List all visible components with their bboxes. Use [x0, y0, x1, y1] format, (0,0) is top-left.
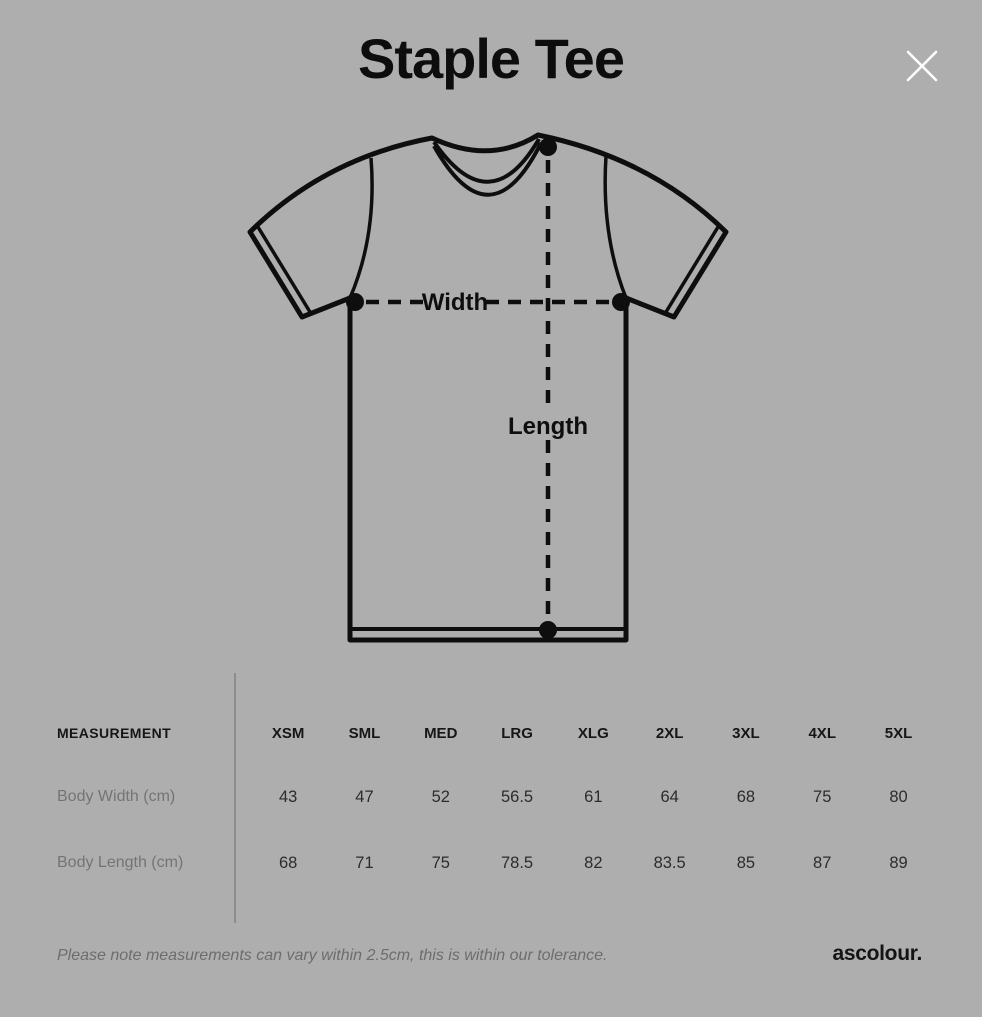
table-divider	[234, 673, 236, 923]
row-label-body-length: Body Length (cm)	[57, 854, 184, 871]
collar-dot	[539, 138, 557, 156]
collar-inner-arc	[432, 137, 541, 184]
length-label: Length	[508, 413, 588, 440]
size-header-sml: SML	[348, 724, 381, 742]
size-table: MEASUREMENT XSM SML MED LRG XLG 2XL 3XL …	[0, 702, 982, 896]
row-label-body-width: Body Width (cm)	[57, 788, 176, 805]
body-width-med: 52	[431, 787, 450, 806]
body-width-3xl: 68	[736, 787, 756, 806]
body-length-3xl: 85	[736, 853, 756, 872]
tshirt-diagram: Width Length	[247, 132, 729, 643]
table-header-row: MEASUREMENT XSM SML MED LRG XLG 2XL 3XL …	[0, 702, 982, 764]
right-shoulder-seam	[603, 155, 628, 299]
size-header-4xl: 4XL	[808, 724, 836, 742]
left-cuff-line	[256, 226, 312, 313]
width-label: Width	[422, 289, 488, 316]
body-width-xlg: 61	[584, 787, 603, 806]
size-header-lrg: LRG	[501, 724, 533, 742]
left-armpit-dot	[346, 293, 364, 311]
tolerance-note: Please note measurements can vary within…	[57, 947, 608, 964]
hem-dot	[539, 621, 557, 639]
size-header-2xl: 2XL	[655, 724, 684, 742]
body-width-4xl: 75	[813, 787, 832, 806]
body-width-xsm: 43	[278, 787, 298, 806]
body-width-lrg: 56.5	[500, 787, 534, 806]
body-length-lrg: 78.5	[500, 853, 534, 872]
body-length-xlg: 82	[584, 853, 603, 872]
page-title: Staple Tee	[358, 27, 625, 90]
body-length-med: 75	[431, 853, 450, 872]
size-header-xlg: XLG	[577, 724, 609, 742]
table-row-body-width: Body Width (cm) 43 47 52 56.5 61 64 68 7…	[0, 764, 982, 830]
size-header-med: MED	[424, 724, 458, 742]
body-length-xsm: 68	[278, 853, 298, 872]
right-armpit-dot	[612, 293, 630, 311]
size-header-xsm: XSM	[271, 724, 305, 742]
body-length-4xl: 87	[813, 853, 832, 872]
body-length-5xl: 89	[889, 853, 908, 872]
size-header-5xl: 5XL	[884, 724, 913, 742]
left-shoulder-seam	[348, 157, 374, 299]
tshirt-outline	[247, 132, 729, 643]
brand-logo: ascolour.	[832, 942, 922, 965]
close-icon	[906, 50, 938, 82]
body-width-sml: 47	[355, 787, 374, 806]
close-button[interactable]	[900, 44, 944, 88]
right-cuff-line	[664, 226, 720, 313]
body-length-2xl: 83.5	[653, 853, 686, 872]
measurement-header: MEASUREMENT	[57, 725, 172, 741]
body-width-2xl: 64	[660, 787, 679, 806]
collar-outer-arc	[432, 142, 543, 197]
body-length-sml: 71	[355, 853, 374, 872]
body-width-5xl: 80	[889, 787, 908, 806]
size-header-3xl: 3XL	[732, 724, 760, 742]
table-row-body-length: Body Length (cm) 68 71 75 78.5 82 83.5 8…	[0, 830, 982, 896]
